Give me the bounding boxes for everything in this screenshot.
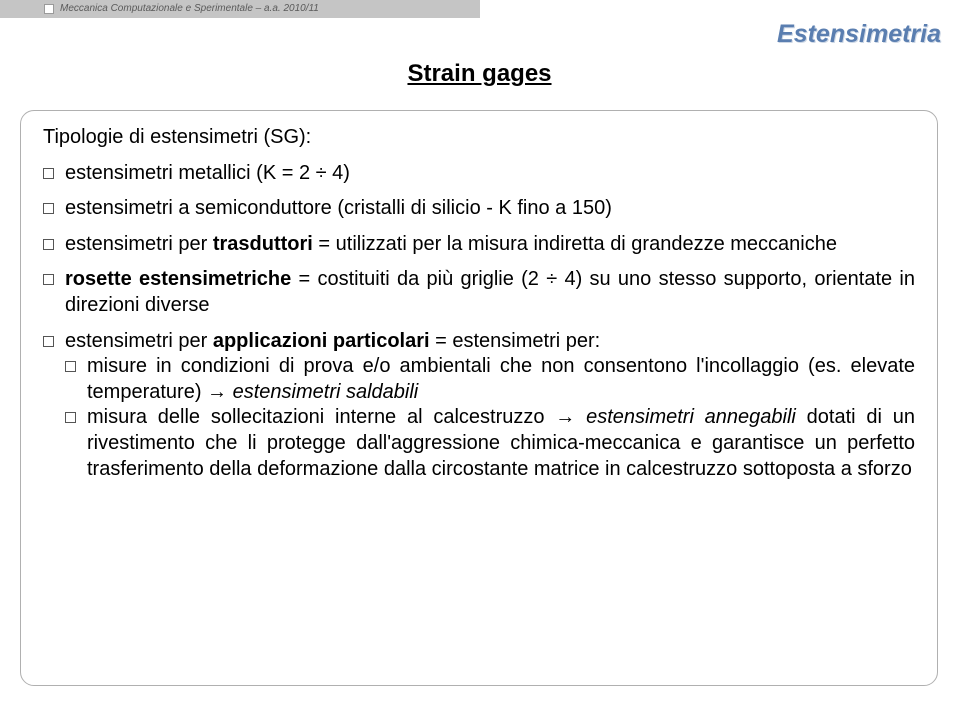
header-bar: Meccanica Computazionale e Sperimentale … (0, 0, 480, 18)
item-text-pre: estensimetri per (65, 330, 213, 352)
list-item: estensimetri per applicazioni particolar… (43, 329, 915, 483)
subitem-text-pre: misure in condizioni di prova e/o ambien… (87, 355, 915, 403)
content-box: Tipologie di estensimetri (SG): estensim… (20, 110, 938, 686)
item-text: estensimetri metallici (K = 2 ÷ 4) (65, 162, 350, 184)
list-item: rosette estensimetriche = costituiti da … (43, 267, 915, 318)
sub-list: misure in condizioni di prova e/o ambien… (65, 354, 915, 482)
subitem-text-pre: misura delle sollecitazioni interne al c… (87, 406, 586, 428)
intro-line: Tipologie di estensimetri (SG): (43, 125, 915, 151)
corner-title: Estensimetria (777, 20, 941, 49)
item-text-bold: trasduttori (213, 233, 313, 255)
subitem-text-italic: estensimetri saldabili (233, 381, 419, 403)
list-item: estensimetri per trasduttori = utilizzat… (43, 232, 915, 258)
item-text-pre: estensimetri per (65, 233, 213, 255)
bullet-list: estensimetri metallici (K = 2 ÷ 4) esten… (43, 161, 915, 483)
item-text: estensimetri a semiconduttore (cristalli… (65, 197, 612, 219)
list-item: misura delle sollecitazioni interne al c… (65, 405, 915, 482)
item-text-post: = estensimetri per: (430, 330, 601, 352)
subitem-text-italic: estensimetri annegabili (586, 406, 796, 428)
item-text-post: = utilizzati per la misura indiretta di … (313, 233, 837, 255)
item-text-bold: rosette estensimetriche (65, 268, 291, 290)
slide-title: Strain gages (0, 60, 959, 88)
header-bullet-icon (44, 4, 54, 14)
header-text: Meccanica Computazionale e Sperimentale … (60, 3, 319, 14)
list-item: misure in condizioni di prova e/o ambien… (65, 354, 915, 405)
list-item: estensimetri metallici (K = 2 ÷ 4) (43, 161, 915, 187)
list-item: estensimetri a semiconduttore (cristalli… (43, 196, 915, 222)
item-text-bold: applicazioni particolari (213, 330, 430, 352)
